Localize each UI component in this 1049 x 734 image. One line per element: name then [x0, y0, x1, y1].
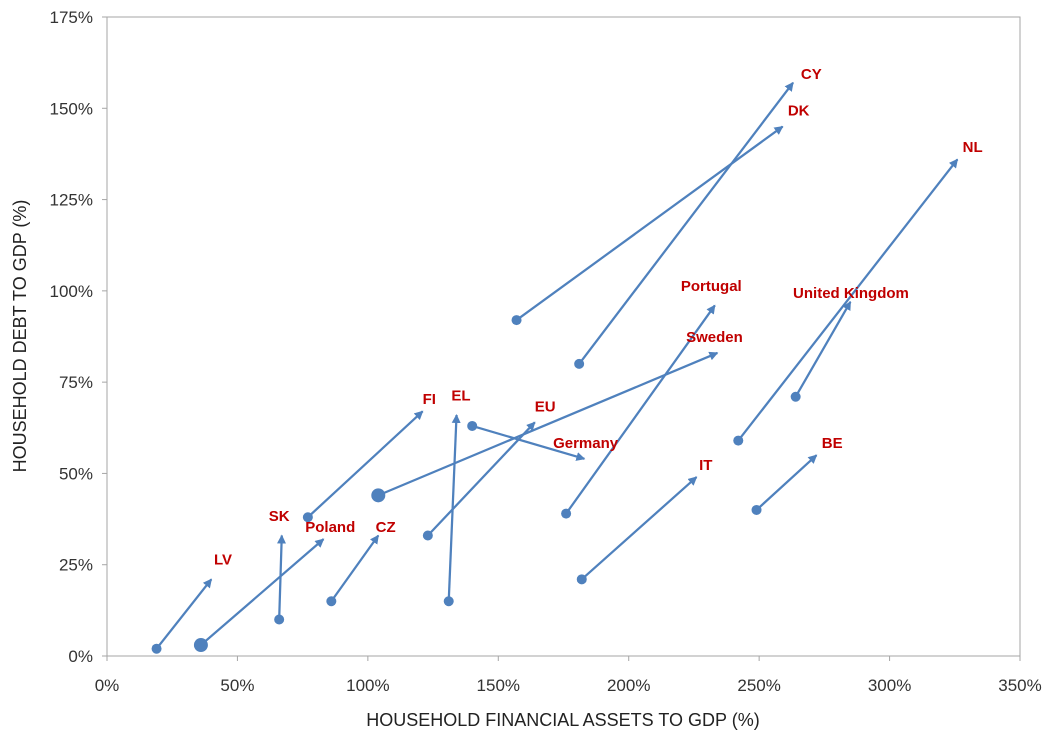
plot-frame [106, 16, 1021, 657]
label-cz: CZ [376, 519, 396, 536]
start-point-fi [302, 512, 313, 523]
label-dk: DK [788, 103, 810, 120]
arrow-sweden [377, 351, 719, 497]
y-tick-label: 75% [59, 373, 93, 392]
start-point-nl [733, 435, 744, 446]
start-point-sk [274, 614, 285, 625]
arrow-cz [330, 534, 380, 602]
label-el: EL [451, 387, 470, 404]
start-point-dk [511, 315, 522, 326]
y-tick-label: 175% [50, 8, 93, 27]
start-point-lv [151, 643, 162, 654]
label-lv: LV [214, 552, 232, 569]
start-point-eu [422, 530, 433, 541]
arrow-poland [200, 538, 325, 646]
label-sk: SK [269, 508, 290, 525]
migration-arrows [151, 81, 959, 654]
label-be: BE [822, 435, 843, 452]
label-portugal: Portugal [681, 278, 742, 295]
x-tick-label: 250% [737, 676, 780, 695]
label-united-kingdom: United Kingdom [793, 285, 909, 302]
y-tick-label: 25% [59, 556, 93, 575]
arrow-united-kingdom [794, 300, 852, 398]
y-tick-label: 50% [59, 464, 93, 483]
label-cy: CY [801, 66, 822, 83]
start-point-cz [326, 596, 337, 607]
y-tick-label: 125% [50, 191, 93, 210]
arrow-fi [307, 410, 424, 519]
arrow-cy [578, 81, 794, 365]
y-tick-label: 100% [50, 282, 93, 301]
y-tick-label: 0% [68, 647, 93, 666]
arrow-eu [427, 421, 536, 537]
country-labels: CY DK NL Portugal United Kingdom Sweden FI EL EU… [214, 66, 983, 569]
x-tick-label: 350% [998, 676, 1041, 695]
x-tick-label: 300% [868, 676, 911, 695]
arrow-it [581, 476, 698, 581]
label-eu: EU [535, 398, 556, 415]
start-point-united-kingdom [790, 391, 801, 402]
y-axis-title: HOUSEHOLD DEBT TO GDP (%) [10, 200, 30, 473]
arrow-be [755, 454, 818, 511]
x-axis-title: HOUSEHOLD FINANCIAL ASSETS TO GDP (%) [366, 710, 759, 730]
start-point-el [443, 596, 454, 607]
y-axis-ticks: 0% 25% 50% 75% 100% 125% 150% 175% [50, 8, 107, 666]
start-point-sweden [371, 488, 386, 503]
start-point-portugal [561, 508, 572, 519]
x-axis-ticks: 0% 50% 100% 150% 200% 250% 300% 350% [95, 656, 1042, 695]
x-tick-label: 0% [95, 676, 120, 695]
start-point-it [576, 574, 587, 585]
label-germany: Germany [553, 435, 619, 452]
label-sweden: Sweden [686, 329, 743, 346]
start-point-be [751, 504, 762, 515]
arrow-nl [737, 158, 959, 442]
y-tick-label: 150% [50, 99, 93, 118]
x-tick-label: 150% [477, 676, 520, 695]
arrow-portugal [565, 304, 716, 515]
start-point-poland [193, 638, 208, 653]
arrow-dk [515, 125, 784, 321]
label-fi: FI [423, 391, 436, 408]
arrow-lv [155, 578, 213, 650]
label-it: IT [699, 457, 712, 474]
x-tick-label: 100% [346, 676, 389, 695]
start-point-germany [467, 420, 478, 431]
start-point-cy [574, 358, 585, 369]
x-tick-label: 50% [220, 676, 254, 695]
x-tick-label: 200% [607, 676, 650, 695]
arrow-germany [471, 424, 586, 461]
label-poland: Poland [305, 519, 355, 536]
label-nl: NL [963, 139, 983, 156]
